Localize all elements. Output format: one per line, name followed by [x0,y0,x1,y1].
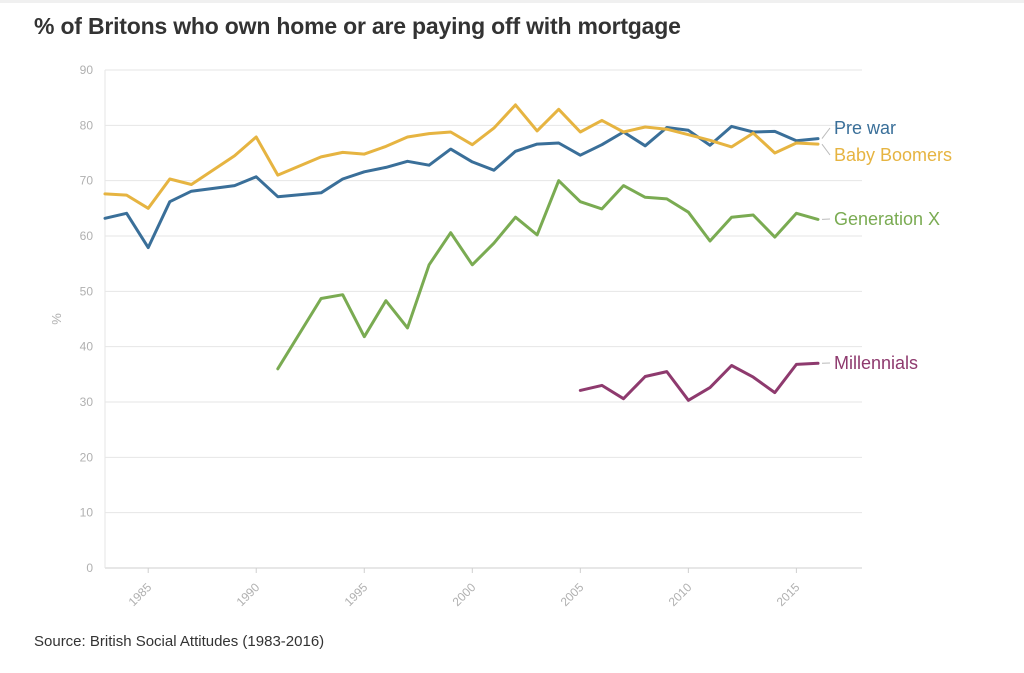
label-connector [821,127,831,139]
source-note: Source: British Social Attitudes (1983-2… [34,633,325,650]
y-tick-label: 0 [86,561,93,575]
x-tick-label: 2010 [666,580,695,609]
x-tick-label: 1995 [342,580,371,609]
y-tick-label: 30 [80,395,94,409]
series-label: Generation X [834,209,940,229]
label-connector [821,143,831,156]
top-divider [0,0,1024,3]
gridlines [104,69,862,573]
y-tick-label: 90 [80,63,94,77]
series-line-baby-boomers [103,103,820,210]
y-tick-label: 80 [80,118,94,132]
chart-title: % of Britons who own home or are paying … [34,13,681,39]
y-tick-label: 40 [80,340,94,354]
x-tick-label: 2015 [774,580,803,609]
series-line-millennials [578,361,820,402]
x-tick-label: 2000 [450,580,479,609]
y-tick-label: 70 [80,174,94,188]
y-axis-label: % [49,313,64,325]
series-label: Pre war [834,118,896,138]
y-tick-label: 60 [80,229,94,243]
series-line-pre-war [103,124,820,250]
y-tick-label: 20 [80,450,94,464]
series-line-generation-x [276,179,820,371]
series-end-labels: Pre war Baby Boomers Generation X Millennia… [821,118,952,373]
x-tick-label: 1990 [234,580,263,609]
y-tick-label: 10 [80,506,94,520]
x-tick-label: 1985 [126,580,155,609]
y-axis-ticks: 0 10 20 30 40 50 60 70 80 90 [80,63,94,575]
y-tick-label: 50 [80,284,94,298]
x-axis-ticks: 1985 1990 1995 2000 2005 2010 2015 [126,580,803,609]
series-lines [103,103,820,402]
x-tick-label: 2005 [558,580,587,609]
series-label: Millennials [834,353,918,373]
series-label: Baby Boomers [834,145,952,165]
